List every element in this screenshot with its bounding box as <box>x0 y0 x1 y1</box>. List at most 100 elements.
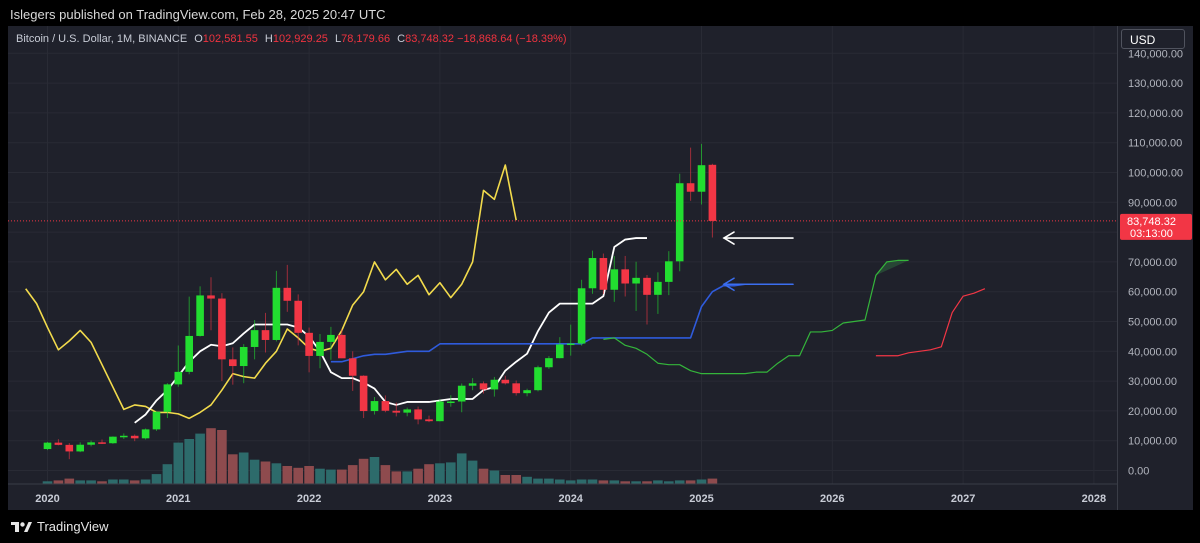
candle-body <box>675 183 684 262</box>
candle-body <box>545 358 553 368</box>
price-tag-countdown: 03:13:00 <box>1130 228 1173 240</box>
cloud-fill <box>875 260 909 276</box>
candle-body <box>141 429 150 439</box>
volume-bar <box>228 454 238 484</box>
volume-bar <box>217 430 227 484</box>
candle-body <box>174 371 183 385</box>
volume-bar <box>413 468 423 484</box>
volume-bar <box>86 480 96 484</box>
candle-body <box>490 379 499 390</box>
blue-line <box>330 283 767 363</box>
candle-body <box>654 281 662 295</box>
candle-body <box>501 379 510 384</box>
volume-bar <box>347 465 358 484</box>
volume-bar <box>151 474 162 484</box>
candle-body <box>632 277 640 284</box>
low-value: 78,179.66 <box>341 33 391 45</box>
y-tick-label: 90,000.00 <box>1128 197 1177 209</box>
close-label: C <box>397 33 406 45</box>
symbol-legend: Bitcoin / U.S. Dollar, 1M, BINANCE O102,… <box>16 33 567 45</box>
volume-bar <box>446 462 456 484</box>
chart-svg[interactable]: 2020 2021 2022 2023 2024 2025 2026 2027 2028 <box>8 26 1117 510</box>
volume-bar <box>685 480 696 484</box>
y-tick-label: 40,000.00 <box>1128 346 1177 358</box>
volume-bar <box>369 457 380 484</box>
candle-body <box>523 390 531 394</box>
y-tick-label: 0.00 <box>1128 466 1149 478</box>
volume-bar <box>304 466 314 484</box>
volume-bar <box>402 471 412 484</box>
volume-bar <box>707 478 718 484</box>
volume-bar <box>358 458 369 484</box>
blue-arrow-icon <box>722 277 794 292</box>
candle-body <box>708 164 717 221</box>
x-tick-label: 2027 <box>951 493 975 505</box>
candle-body <box>479 383 488 390</box>
chart-pane[interactable]: 2020 2021 2022 2023 2024 2025 2026 2027 2028 <box>8 26 1117 510</box>
candle-body <box>403 409 411 413</box>
tradingview-brand: TradingView <box>10 519 109 534</box>
candle-body <box>512 383 520 394</box>
white-line <box>134 237 647 424</box>
volume-bar <box>380 465 391 484</box>
candle-body <box>305 332 313 356</box>
candle-body <box>556 344 564 359</box>
candle-body <box>577 288 586 344</box>
volume-bar <box>173 442 184 484</box>
low-label: L <box>335 33 342 45</box>
volume-bar <box>129 480 140 484</box>
candle-body <box>65 444 74 452</box>
candle-body <box>414 409 422 420</box>
candle-body <box>610 269 619 290</box>
red-line <box>875 288 986 357</box>
y-tick-label: 30,000.00 <box>1128 376 1177 388</box>
candle-body <box>392 410 401 413</box>
volume-bar <box>42 481 53 484</box>
volume-bar <box>609 480 620 484</box>
volume-bar <box>456 453 467 484</box>
candle-body <box>43 442 52 450</box>
x-tick-label: 2028 <box>1082 493 1106 505</box>
volume-bar <box>576 479 587 484</box>
volume-bar <box>326 469 336 484</box>
currency-selector[interactable]: USD <box>1121 29 1185 49</box>
volume-bar <box>631 481 641 484</box>
yellow-line <box>25 164 517 420</box>
volume-bar <box>162 464 173 484</box>
candle-body <box>272 287 281 340</box>
y-tick-label: 70,000.00 <box>1128 257 1177 269</box>
candle-body <box>686 183 695 192</box>
volume-bar <box>696 479 707 484</box>
x-tick-label: 2021 <box>166 493 190 505</box>
price-axis[interactable]: 0.00 10,000.00 20,000.00 30,000.00 40,000.00… <box>1117 26 1193 510</box>
volume-bar <box>653 480 663 484</box>
change-value: −18,868.64 (−18.39%) <box>457 33 567 45</box>
candle-body <box>87 442 95 445</box>
price-axis-svg: 0.00 10,000.00 20,000.00 30,000.00 40,000.00… <box>1120 48 1192 478</box>
candle-body <box>534 367 542 391</box>
candle-body <box>381 401 390 411</box>
volume-bar <box>271 463 282 484</box>
y-tick-label: 60,000.00 <box>1128 287 1177 299</box>
volume-bar <box>511 475 521 484</box>
x-tick-label: 2024 <box>558 493 583 505</box>
candle-body <box>218 298 226 360</box>
candle-body <box>316 341 324 356</box>
volume-bar <box>140 479 151 484</box>
y-tick-label: 120,000.00 <box>1128 108 1183 120</box>
candle-body <box>229 359 237 367</box>
candle-body <box>457 385 466 402</box>
y-tick-label: 50,000.00 <box>1128 317 1177 329</box>
tradingview-logo-icon <box>11 521 32 532</box>
candle-body <box>621 269 629 284</box>
candle-body <box>370 401 379 412</box>
volume-bar <box>522 476 532 484</box>
y-tick-label: 140,000.00 <box>1128 48 1183 60</box>
candle-body <box>348 358 357 376</box>
candle-body <box>185 335 193 372</box>
publisher-line: Islegers published on TradingView.com, F… <box>10 7 386 22</box>
candle-body <box>283 287 292 301</box>
y-tick-label: 10,000.00 <box>1128 436 1177 448</box>
volume-bar <box>598 480 609 484</box>
candle-body <box>697 165 706 192</box>
